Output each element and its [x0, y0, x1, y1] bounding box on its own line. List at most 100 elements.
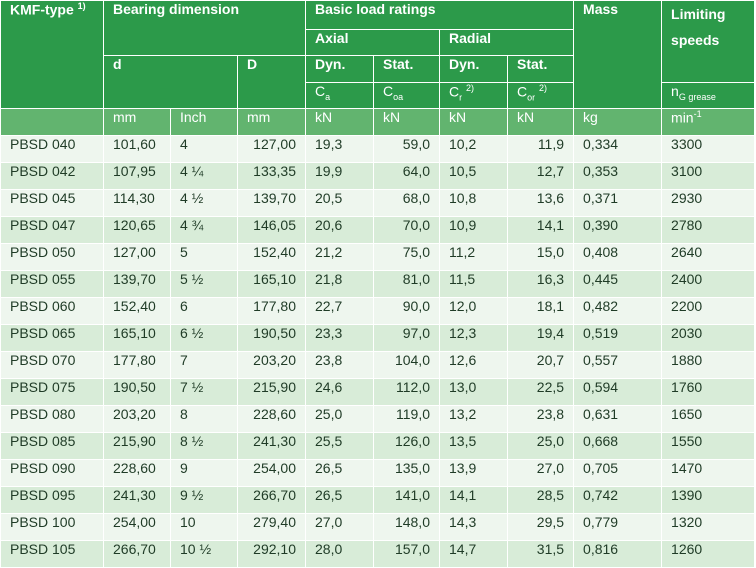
- cell-D-mm: 266,70: [237, 486, 306, 514]
- cell-d-mm: 114,30: [103, 189, 171, 217]
- cell-D-mm: 279,40: [237, 513, 306, 541]
- unit-D-mm: mm: [237, 108, 306, 136]
- cell-d-mm: 203,20: [103, 405, 171, 433]
- cell-d-mm: 165,10: [103, 324, 171, 352]
- cell-d-inch: 8 ½: [170, 432, 238, 460]
- cell-ca: 20,6: [305, 216, 374, 244]
- cell-D-mm: 133,35: [237, 162, 306, 190]
- cell-D-mm: 177,80: [237, 297, 306, 325]
- cell-cor: 19,4: [506, 324, 575, 352]
- cell-coa: 119,0: [373, 405, 440, 433]
- cell-type: PBSD 105: [0, 540, 104, 568]
- cell-ca: 25,0: [305, 405, 374, 433]
- cell-D-mm: 292,10: [237, 540, 306, 568]
- cell-cr: 14,7: [439, 540, 508, 568]
- cell-mass: 0,631: [573, 405, 663, 433]
- cell-speed: 3300: [661, 135, 756, 163]
- cell-ca: 19,9: [305, 162, 374, 190]
- cell-d-inch: 9: [170, 459, 238, 487]
- cell-type: PBSD 060: [0, 297, 104, 325]
- cell-coa: 81,0: [373, 270, 440, 298]
- cell-ca: 20,5: [305, 189, 374, 217]
- cell-d-inch: 4 ¾: [170, 216, 238, 244]
- table-row: PBSD 100 254,00 10 279,40 27,0 148,0 14,3 29,5 0…: [0, 513, 756, 541]
- cell-cor: 12,7: [506, 162, 575, 190]
- cell-d-inch: 4 ½: [170, 189, 238, 217]
- cell-type: PBSD 085: [0, 432, 104, 460]
- cell-cr: 12,0: [439, 297, 508, 325]
- cell-d-mm: 190,50: [103, 378, 171, 406]
- cell-ca: 21,8: [305, 270, 374, 298]
- cell-speed: 1320: [661, 513, 756, 541]
- unit-ca: kN: [305, 108, 374, 136]
- table-row: PBSD 105 266,70 10 ½ 292,10 28,0 157,0 14,7 31,…: [0, 540, 756, 568]
- header-radial: Radial: [438, 29, 575, 56]
- cell-cr: 13,9: [439, 459, 508, 487]
- table-row: PBSD 080 203,20 8 228,60 25,0 119,0 13,2 23,8 0,…: [0, 405, 756, 433]
- cell-d-inch: 6 ½: [170, 324, 238, 352]
- cell-d-mm: 152,40: [103, 297, 171, 325]
- header-coa: Coa: [373, 82, 440, 109]
- table-row: PBSD 050 127,00 5 152,40 21,2 75,0 11,2 15,0 0,4…: [0, 243, 756, 271]
- cell-d-inch: 10 ½: [170, 540, 238, 568]
- cell-type: PBSD 090: [0, 459, 104, 487]
- header-d-small: d: [103, 55, 238, 109]
- cell-mass: 0,519: [573, 324, 663, 352]
- cell-coa: 59,0: [373, 135, 440, 163]
- cell-D-mm: 127,00: [237, 135, 306, 163]
- cell-cr: 14,3: [439, 513, 508, 541]
- cell-D-mm: 165,10: [237, 270, 306, 298]
- cell-mass: 0,668: [573, 432, 663, 460]
- cell-mass: 0,816: [573, 540, 663, 568]
- cell-type: PBSD 045: [0, 189, 104, 217]
- table-row: PBSD 065 165,10 6 ½ 190,50 23,3 97,0 12,3 19,4 0…: [0, 324, 756, 352]
- unit-speed: min-1: [661, 108, 756, 136]
- cell-speed: 2930: [661, 189, 756, 217]
- cell-d-mm: 127,00: [103, 243, 171, 271]
- cell-D-mm: 139,70: [237, 189, 306, 217]
- cell-D-mm: 228,60: [237, 405, 306, 433]
- cell-speed: 2200: [661, 297, 756, 325]
- unit-cr: kN: [439, 108, 508, 136]
- cell-d-inch: 7 ½: [170, 378, 238, 406]
- cell-type: PBSD 075: [0, 378, 104, 406]
- unit-d-mm: mm: [103, 108, 171, 136]
- cell-coa: 135,0: [373, 459, 440, 487]
- cell-coa: 126,0: [373, 432, 440, 460]
- table-row: PBSD 045 114,30 4 ½ 139,70 20,5 68,0 10,8 13,6 0…: [0, 189, 756, 217]
- table-row: PBSD 055 139,70 5 ½ 165,10 21,8 81,0 11,5 16,3 0…: [0, 270, 756, 298]
- header-axial-dyn: Dyn.: [305, 55, 374, 83]
- table-row: PBSD 070 177,80 7 203,20 23,8 104,0 12,6 20,7 0,…: [0, 351, 756, 379]
- cell-cor: 11,9: [506, 135, 575, 163]
- cell-cr: 10,9: [439, 216, 508, 244]
- cell-mass: 0,557: [573, 351, 663, 379]
- cell-cor: 28,5: [506, 486, 575, 514]
- unit-coa: kN: [373, 108, 440, 136]
- cell-D-mm: 203,20: [237, 351, 306, 379]
- cell-ca: 22,7: [305, 297, 374, 325]
- header-limiting-speeds: Limiting speeds: [661, 0, 756, 83]
- cell-speed: 1390: [661, 486, 756, 514]
- unit-mass: kg: [573, 108, 663, 136]
- cell-type: PBSD 047: [0, 216, 104, 244]
- cell-d-mm: 215,90: [103, 432, 171, 460]
- header-d-large: D: [237, 55, 306, 109]
- cell-mass: 0,482: [573, 297, 663, 325]
- cell-speed: 1880: [661, 351, 756, 379]
- cell-speed: 2640: [661, 243, 756, 271]
- table-row: PBSD 095 241,30 9 ½ 266,70 26,5 141,0 14,1 28,5…: [0, 486, 756, 514]
- cell-d-mm: 101,60: [103, 135, 171, 163]
- header-cor: Cor 2): [506, 82, 575, 109]
- cell-type: PBSD 042: [0, 162, 104, 190]
- cell-coa: 64,0: [373, 162, 440, 190]
- cell-ca: 21,2: [305, 243, 374, 271]
- cell-d-inch: 7: [170, 351, 238, 379]
- cell-d-mm: 177,80: [103, 351, 171, 379]
- cell-d-mm: 254,00: [103, 513, 171, 541]
- cell-cor: 20,7: [506, 351, 575, 379]
- cell-type: PBSD 055: [0, 270, 104, 298]
- cell-d-mm: 266,70: [103, 540, 171, 568]
- cell-mass: 0,445: [573, 270, 663, 298]
- header-kmf-type: KMF-type 1): [0, 0, 104, 109]
- cell-d-mm: 241,30: [103, 486, 171, 514]
